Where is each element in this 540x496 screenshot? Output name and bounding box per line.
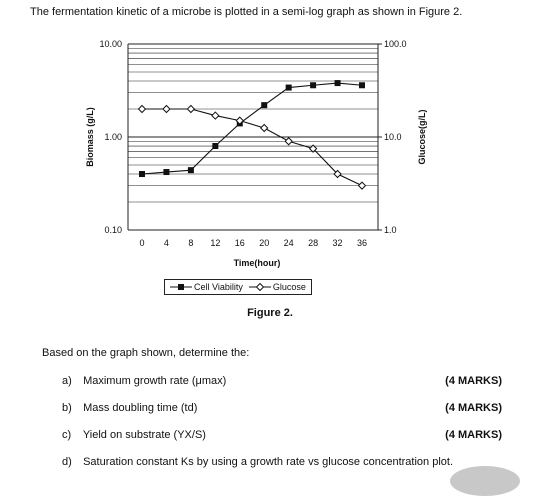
data-point-cell-viability (359, 82, 365, 89)
filled-square-marker-icon (170, 284, 193, 290)
figure-caption: Figure 2. (247, 307, 293, 319)
data-point-glucose (235, 116, 244, 125)
x-tick-label: 16 (235, 238, 245, 248)
question-d-label: d) (62, 456, 72, 468)
x-axis-label: Time(hour) (234, 258, 281, 268)
question-d-text: Saturation constant Ks by using a growth… (83, 456, 453, 468)
x-tick-label: 4 (164, 238, 169, 248)
y2-tick-label: 10.0 (384, 132, 402, 142)
x-tick-label: 36 (357, 238, 367, 248)
x-tick-label: 8 (188, 238, 193, 248)
intro-text: The fermentation kinetic of a microbe is… (30, 6, 463, 18)
data-point-cell-viability (163, 169, 170, 176)
legend-item-glucose: Glucose (248, 282, 306, 292)
question-b: b) Mass doubling time (td) (62, 402, 197, 414)
data-point-cell-viability (261, 102, 268, 109)
data-point-glucose (211, 111, 220, 120)
x-tick-label: 20 (259, 238, 269, 248)
y2-tick-label: 1.0 (384, 225, 397, 235)
question-a: a) Maximum growth rate (μmax) (62, 375, 226, 387)
data-point-glucose (186, 104, 196, 114)
data-point-glucose (284, 137, 293, 146)
question-c: c) Yield on substrate (YX/S) (62, 429, 206, 441)
question-d: d) Saturation constant Ks by using a gro… (62, 456, 453, 468)
question-a-marks: (4 MARKS) (445, 375, 502, 387)
question-b-text: Mass doubling time (td) (83, 402, 198, 414)
data-point-cell-viability (310, 82, 317, 89)
question-c-marks: (4 MARKS) (445, 429, 502, 441)
question-b-label: b) (62, 402, 72, 414)
data-point-cell-viability (187, 167, 194, 174)
cropped-shape (450, 466, 520, 496)
legend-item-cell-viability: Cell Viability (170, 282, 243, 292)
y2-tick-label: 100.0 (384, 39, 407, 49)
y2-axis-label: Glucose(g/L) (417, 109, 427, 164)
chart-legend: Cell Viability Glucose (164, 279, 312, 295)
x-tick-label: 12 (210, 238, 220, 248)
question-a-text: Maximum growth rate (μmax) (83, 375, 227, 387)
question-b-marks: (4 MARKS) (445, 402, 502, 414)
legend-label-cell-viability: Cell Viability (194, 282, 243, 292)
data-point-cell-viability (139, 171, 145, 178)
data-point-glucose (333, 169, 342, 179)
y-tick-label: 10.00 (99, 39, 122, 49)
data-point-glucose (137, 104, 147, 114)
data-point-glucose (308, 144, 318, 153)
x-tick-label: 32 (333, 238, 343, 248)
question-c-text: Yield on substrate (YX/S) (82, 429, 206, 441)
data-point-glucose (260, 123, 269, 133)
question-c-label: c) (62, 429, 72, 441)
data-point-glucose (357, 181, 367, 190)
x-tick-label: 28 (308, 238, 318, 248)
series-line-cell-viability (141, 82, 363, 175)
data-point-cell-viability (212, 143, 219, 150)
data-point-glucose (162, 104, 171, 114)
y-tick-label: 1.00 (104, 132, 122, 142)
open-diamond-marker-icon (248, 283, 271, 291)
y-tick-label: 0.10 (104, 225, 122, 235)
legend-label-glucose: Glucose (272, 282, 306, 292)
data-point-cell-viability (285, 84, 292, 91)
data-point-cell-viability (334, 80, 341, 87)
x-tick-label: 0 (139, 238, 144, 248)
question-lead: Based on the graph shown, determine the: (42, 347, 250, 359)
y-axis-label: Biomass (g/L) (85, 107, 95, 167)
series-line-glucose (142, 108, 363, 187)
question-a-label: a) (62, 375, 72, 387)
x-tick-label: 24 (284, 238, 294, 248)
